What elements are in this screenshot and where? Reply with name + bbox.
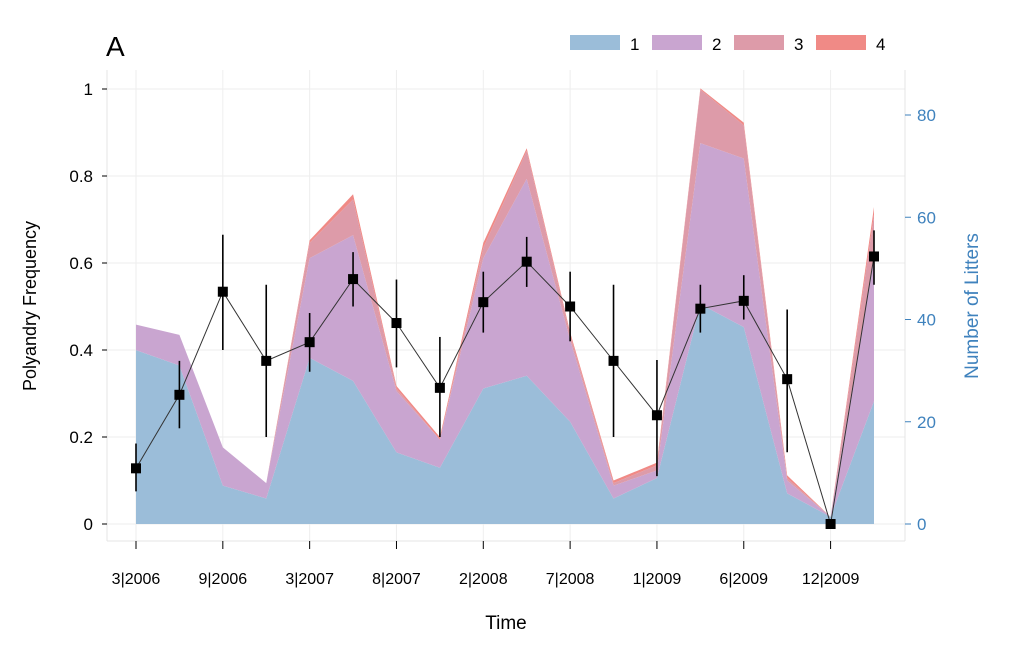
polyandry-series	[131, 230, 879, 529]
x-axis-label: Time	[485, 613, 527, 634]
data-point	[782, 374, 793, 385]
data-point	[869, 251, 879, 262]
x-tick-label: 3|2006	[112, 571, 161, 588]
data-point	[304, 337, 315, 348]
legend-label-1: 1	[630, 35, 639, 54]
legend-label-3: 3	[794, 35, 803, 54]
legend-swatch-1	[570, 35, 620, 50]
y-right-tick-label: 60	[917, 208, 936, 227]
legend: 1 2 3 4	[570, 35, 885, 54]
axes: 0 0.2 0.4 0.6 0.8 1 0 20 40 60 80 3|2006 9|2006 3|200…	[69, 70, 936, 588]
x-tick-label: 8|2007	[372, 571, 421, 588]
area-layer-1	[136, 304, 874, 524]
y-right-tick-label: 40	[917, 311, 936, 330]
area-layer-3	[136, 89, 874, 517]
data-point	[565, 301, 576, 312]
data-point	[434, 382, 445, 393]
polyandry-line	[135, 256, 875, 525]
x-tick-label: 3|2007	[285, 571, 334, 588]
area-layer-2	[136, 143, 874, 517]
y-right-tick-label: 80	[917, 106, 936, 125]
y-tick-label: 1	[84, 80, 93, 99]
x-tick-label: 2|2008	[459, 571, 508, 588]
data-point	[131, 463, 141, 474]
data-point	[825, 519, 836, 529]
data-point	[391, 318, 402, 329]
data-point	[174, 389, 185, 400]
x-tick-label: 12|2009	[802, 571, 860, 588]
data-point	[695, 303, 706, 314]
data-point	[521, 256, 532, 267]
y-tick-label: 0.8	[69, 167, 93, 186]
y-tick-label: 0.2	[69, 428, 93, 447]
legend-swatch-4	[816, 35, 866, 50]
y-tick-label: 0.6	[69, 254, 93, 273]
y-tick-label: 0	[84, 515, 93, 534]
stacked-areas	[136, 88, 874, 524]
x-tick-label: 6|2009	[719, 571, 768, 588]
x-tick-label: 1|2009	[633, 571, 682, 588]
data-point	[348, 274, 359, 285]
data-point	[738, 295, 749, 306]
data-point	[478, 297, 489, 308]
legend-label-2: 2	[712, 35, 721, 54]
y-axis-right-label: Number of Litters	[962, 233, 983, 379]
x-tick-label: 7|2008	[546, 571, 595, 588]
y-right-tick-label: 20	[917, 413, 936, 432]
legend-label-4: 4	[876, 35, 885, 54]
panel-label: A	[106, 31, 125, 62]
data-point	[261, 355, 272, 366]
data-point	[651, 410, 662, 421]
y-tick-label: 0.4	[69, 341, 93, 360]
x-tick-label: 9|2006	[198, 571, 247, 588]
legend-swatch-2	[652, 35, 702, 50]
data-point	[608, 355, 619, 366]
legend-swatch-3	[734, 35, 784, 50]
data-point	[217, 286, 228, 297]
y-right-tick-label: 0	[917, 515, 926, 534]
y-axis-label: Polyandry Frequency	[20, 221, 40, 391]
